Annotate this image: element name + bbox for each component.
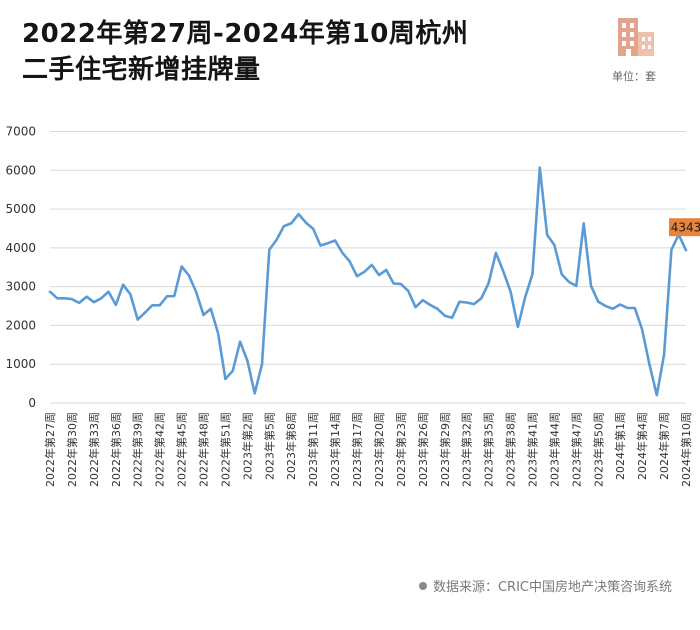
- data-label: 4343: [671, 221, 700, 235]
- data-label-box: [669, 218, 700, 237]
- x-tick-label: 2023年第2周: [240, 412, 254, 480]
- x-tick-label: 2024年第7周: [657, 412, 671, 480]
- x-tick-label: 2023年第5周: [262, 412, 276, 480]
- x-tick-label: 2023年第17周: [350, 412, 364, 487]
- x-tick-label: 2023年第20周: [372, 412, 386, 487]
- x-tick-label: 2022年第33周: [87, 412, 101, 487]
- x-tick-label: 2023年第44周: [547, 412, 561, 487]
- x-tick-label: 2023年第14周: [328, 412, 342, 487]
- title-line-1: 2022年第27周-2024年第10周杭州: [22, 19, 469, 49]
- x-tick-label: 2023年第11周: [306, 412, 320, 487]
- x-tick-label: 2023年第29周: [438, 412, 452, 487]
- x-tick-label: 2023年第32周: [460, 412, 474, 487]
- x-tick-label: 2022年第27周: [43, 412, 57, 487]
- x-axis-ticks: 2022年第27周 2022年第30周 2022年第33周 2022年第36周 2022…: [43, 412, 693, 487]
- x-tick-label: 2023年第26周: [416, 412, 430, 487]
- x-tick-label: 2022年第30周: [65, 412, 79, 487]
- unit-label: 单位：套: [612, 70, 656, 83]
- x-tick-label: 2023年第38周: [504, 412, 518, 487]
- annotation-layer: 4343: [669, 218, 700, 237]
- y-tick-label: 0: [28, 396, 36, 410]
- data-source: 数据来源：CRIC中国房地产决策咨询系统: [418, 576, 672, 595]
- bullet-dot: [418, 581, 427, 590]
- chart-title: 2022年第27周-2024年第10周杭州 二手住宅新增挂牌量: [22, 16, 468, 88]
- x-tick-label: 2022年第45周: [175, 412, 189, 487]
- building-icon: [612, 14, 658, 64]
- y-tick-label: 7000: [5, 125, 36, 139]
- x-tick-label: 2023年第41周: [525, 412, 539, 487]
- y-tick-label: 3000: [5, 280, 36, 294]
- x-tick-label: 2022年第48周: [197, 412, 211, 487]
- x-tick-label: 2022年第51周: [218, 412, 232, 487]
- x-tick-label: 2023年第47周: [569, 412, 583, 487]
- x-tick-label: 2024年第10周: [679, 412, 693, 487]
- y-tick-label: 2000: [5, 318, 36, 332]
- x-tick-label: 2024年第1周: [613, 412, 627, 480]
- x-tick-label: 2024年第4周: [635, 412, 649, 480]
- series-line: [48, 166, 688, 397]
- source-text: 数据来源：CRIC中国房地产决策咨询系统: [432, 580, 672, 595]
- y-tick-label: 1000: [5, 357, 36, 371]
- title-line-2: 二手住宅新增挂牌量: [22, 55, 261, 85]
- x-tick-label: 2023年第23周: [394, 412, 408, 487]
- grid-lines: [50, 131, 686, 404]
- y-tick-label: 6000: [5, 163, 36, 177]
- series-layer: [48, 166, 688, 397]
- x-tick-label: 2022年第39周: [131, 412, 145, 487]
- x-tick-label: 2023年第35周: [482, 412, 496, 487]
- y-axis-ticks: 0 1000 2000 3000 4000 5000 6000 7000: [5, 125, 36, 411]
- x-tick-label: 2022年第36周: [109, 412, 123, 487]
- x-tick-label: 2023年第50周: [591, 412, 605, 487]
- y-tick-label: 5000: [5, 202, 36, 216]
- x-tick-label: 2022年第42周: [153, 412, 167, 487]
- y-tick-label: 4000: [5, 241, 36, 255]
- x-tick-label: 2023年第8周: [284, 412, 298, 480]
